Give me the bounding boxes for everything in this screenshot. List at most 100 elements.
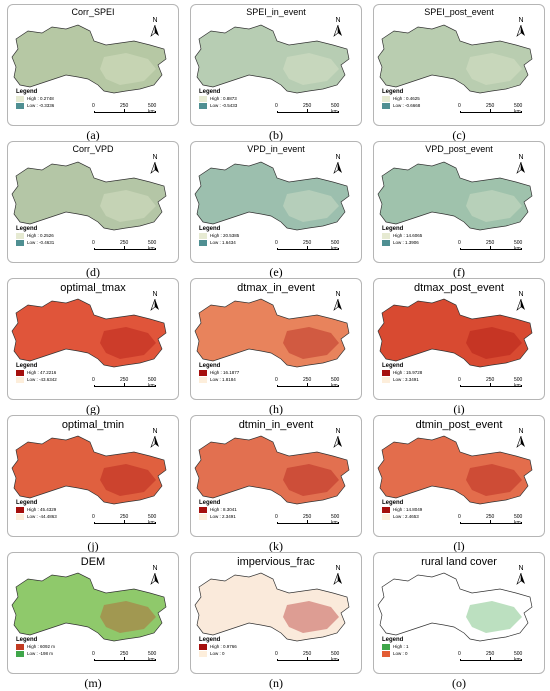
scale-label-zero: 0 <box>92 514 95 520</box>
panel-caption: (c) <box>452 128 466 142</box>
north-label: N <box>518 17 524 24</box>
legend-swatch-low <box>16 102 24 109</box>
scale-label-mid: 250 <box>486 377 495 383</box>
legend-swatch-low <box>199 102 207 109</box>
map-panel-2: SPEI_in_event N Legend High : 0.8873 Low… <box>190 4 362 126</box>
north-arrow: N <box>514 291 528 316</box>
region-map <box>377 572 533 642</box>
north-label: N <box>152 565 158 572</box>
legend-swatch-high <box>16 643 24 650</box>
legend-high-label: High : 47.2216 <box>27 370 57 375</box>
scale-bar-line <box>277 248 339 250</box>
region-map <box>194 161 350 231</box>
scale-bar-line <box>460 659 522 661</box>
region-map <box>377 24 533 94</box>
scale-label-max: 500 km <box>148 514 157 526</box>
legend-low-row: Low : -0.5433 <box>199 102 237 109</box>
legend-high-row: High : 6092 m <box>16 643 55 650</box>
region-map <box>377 435 533 505</box>
legend-high-label: High : 0.8873 <box>210 96 237 101</box>
north-arrow-icon <box>150 572 159 585</box>
scale-label-mid: 250 <box>120 651 129 657</box>
legend-swatch-low <box>382 376 390 383</box>
legend-high-row: High : 16.1877 <box>199 369 239 376</box>
legend-low-label: Low : -0.6668 <box>393 103 421 108</box>
north-arrow-icon <box>333 435 342 448</box>
region-shape <box>194 298 350 368</box>
scale-label-zero: 0 <box>458 240 461 246</box>
scale-bar-tick <box>307 383 308 387</box>
legend-swatch-high <box>199 369 207 376</box>
region-shape <box>194 24 350 94</box>
legend-swatch-low <box>382 513 390 520</box>
region-map <box>11 161 167 231</box>
region-map <box>11 24 167 94</box>
region-shape <box>11 24 167 94</box>
legend-swatch-low <box>16 239 24 246</box>
legend-high-row: High : 45.4329 <box>16 506 57 513</box>
scale-bar: 0 250 500 km <box>275 514 347 528</box>
legend-swatch-high <box>199 95 207 102</box>
legend-title: Legend <box>199 89 221 95</box>
panel-caption: (l) <box>453 539 465 553</box>
region-texture <box>466 601 522 633</box>
north-label: N <box>152 291 158 298</box>
legend-title: Legend <box>382 637 404 643</box>
region-shape <box>377 572 533 642</box>
map-legend: Legend High : 0.2526 Low : -0.4631 <box>16 226 54 246</box>
scale-bar-line <box>94 522 156 524</box>
legend-low-label: Low : -0.5433 <box>210 103 238 108</box>
scale-bar-line <box>277 385 339 387</box>
north-arrow-icon <box>516 298 525 311</box>
region-texture <box>100 464 156 496</box>
scale-label-max: 500 km <box>514 651 523 663</box>
scale-bar-line <box>460 522 522 524</box>
scale-bar-tick <box>307 657 308 661</box>
region-map <box>11 298 167 368</box>
map-panel-8: dtmax_in_event N Legend High : 16.1877 L… <box>190 278 362 400</box>
region-shape <box>377 24 533 94</box>
map-panel-3: SPEI_post_event N Legend High : 0.4625 L… <box>373 4 545 126</box>
legend-low-row: Low : -43.6342 <box>16 376 57 383</box>
map-panel-10: optimal_tmin N Legend High : 45.4329 Low… <box>7 415 179 537</box>
region-texture <box>283 190 339 222</box>
region-texture <box>100 601 156 633</box>
legend-swatch-high <box>199 643 207 650</box>
north-label: N <box>518 565 524 572</box>
north-arrow-icon <box>333 298 342 311</box>
legend-low-label: Low : 1.6434 <box>210 240 236 245</box>
legend-high-row: High : 20.5385 <box>199 232 239 239</box>
map-legend: Legend High : 14.6065 Low : 1.3906 <box>382 226 422 246</box>
legend-title: Legend <box>199 363 221 369</box>
panel-caption: (a) <box>86 128 100 142</box>
map-panel-13: DEM N Legend High : 6092 m Low : -198 m <box>7 552 179 674</box>
region-shape <box>194 435 350 505</box>
scale-bar: 0 250 500 km <box>92 240 164 254</box>
region-shape <box>377 161 533 231</box>
panel-title: dtmax_post_event <box>414 282 504 294</box>
region-map <box>11 435 167 505</box>
panel-caption: (e) <box>269 265 283 279</box>
scale-bar-line <box>94 111 156 113</box>
legend-high-row: High : 1 <box>382 643 409 650</box>
north-arrow-icon <box>516 572 525 585</box>
scale-bar-tick <box>490 520 491 524</box>
scale-bar-line <box>460 111 522 113</box>
legend-title: Legend <box>16 363 38 369</box>
scale-label-zero: 0 <box>275 514 278 520</box>
legend-title: Legend <box>16 637 38 643</box>
north-arrow: N <box>514 154 528 179</box>
map-legend: Legend High : 15.9728 Low : 3.3491 <box>382 363 422 383</box>
region-map <box>194 298 350 368</box>
region-texture <box>466 190 522 222</box>
north-label: N <box>335 17 341 24</box>
scale-label-zero: 0 <box>458 514 461 520</box>
panel-caption: (o) <box>452 676 466 690</box>
north-arrow-icon <box>516 435 525 448</box>
legend-swatch-high <box>16 95 24 102</box>
region-shape <box>377 298 533 368</box>
north-arrow: N <box>514 17 528 42</box>
north-arrow: N <box>148 565 162 590</box>
scale-label-mid: 250 <box>303 103 312 109</box>
panel-caption: (b) <box>269 128 283 142</box>
